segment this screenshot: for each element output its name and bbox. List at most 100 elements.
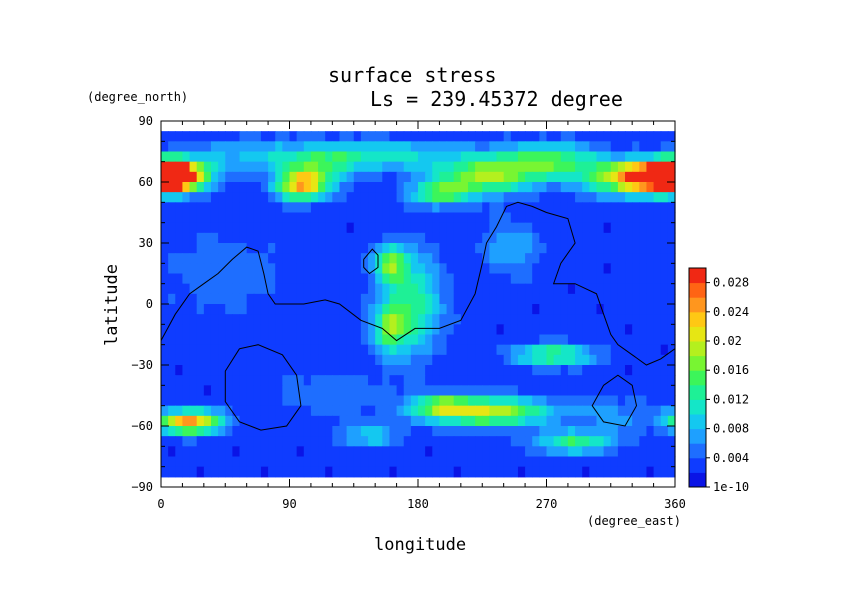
field-cell [332,202,341,214]
field-cell [289,314,298,325]
field-cell [332,385,341,397]
field-cell [339,202,348,214]
field-cell [532,365,540,376]
field-cell [439,283,448,295]
field-cell [667,375,676,386]
field-cell [225,436,233,447]
field-cell [339,344,348,356]
field-cell [168,466,176,478]
field-cell [510,344,519,356]
field-cell [382,232,391,244]
field-cell [667,365,676,376]
field-cell [603,314,612,325]
field-cell [168,354,176,366]
field-cell [532,283,540,295]
field-cell [332,283,341,295]
field-cell [196,273,205,285]
field-cell [646,182,655,193]
field-cell [446,304,455,315]
field-cell [218,293,226,305]
field-cell [582,222,590,234]
field-cell [196,446,205,458]
field-cell [539,415,548,427]
field-cell [310,334,319,346]
field-cell [503,304,512,315]
field-cell [196,232,205,244]
field-cell [603,253,612,264]
field-cell [289,253,298,264]
field-cell [246,324,255,336]
field-cell [246,385,255,397]
field-cell [582,161,590,173]
field-cell [282,222,291,234]
field-cell [232,253,241,264]
field-cell [596,324,605,336]
field-cell [389,192,398,203]
field-cell [610,273,619,285]
field-cell [639,141,648,153]
field-cell [496,314,505,325]
field-cell [253,161,262,173]
field-cell [660,304,669,315]
field-cell [253,466,262,478]
field-cell [653,202,662,214]
field-cell [603,161,612,173]
field-cell [660,446,669,458]
field-cell [546,436,555,447]
field-cell [353,192,362,203]
field-cell [589,253,598,264]
field-cell [567,161,576,173]
field-cell [539,182,548,193]
field-cell [460,466,469,478]
field-cell [660,182,669,193]
field-cell [646,334,655,346]
field-cell [560,344,569,356]
field-cell [275,354,283,366]
field-cell [360,222,369,234]
field-cell [546,283,555,295]
field-cell [517,212,526,224]
field-cell [246,192,255,203]
field-cell [353,375,362,386]
field-cell [161,314,169,325]
field-cell [325,405,333,417]
field-cell [203,395,212,407]
field-cell [617,141,626,153]
field-cell [446,354,455,366]
field-cell [239,365,248,376]
field-cell [210,232,219,244]
field-cell [475,202,483,214]
field-cell [275,232,283,244]
field-cell [510,334,519,346]
field-cell [525,263,533,275]
field-cell [196,405,205,417]
field-cell [260,151,269,163]
field-cell [282,192,291,203]
field-cell [289,334,298,346]
field-cell [196,426,205,437]
field-cell [296,405,305,417]
field-cell [560,283,569,295]
field-cell [246,273,255,285]
field-cell [310,263,319,275]
field-cell [382,212,391,224]
field-cell [660,253,669,264]
field-cell [532,324,540,336]
field-cell [296,456,305,468]
field-cell [582,293,590,305]
field-cell [532,182,540,193]
field-cell [282,151,291,163]
field-cell [232,446,241,458]
field-cell [289,456,298,468]
field-cell [232,171,241,183]
field-cell [239,171,248,183]
field-cell [353,273,362,285]
field-cell [575,405,583,417]
field-cell [617,385,626,397]
field-cell [603,131,612,142]
field-cell [475,171,483,183]
field-cell [318,426,326,437]
field-cell [382,314,391,325]
field-cell [632,385,640,397]
field-cell [289,466,298,478]
